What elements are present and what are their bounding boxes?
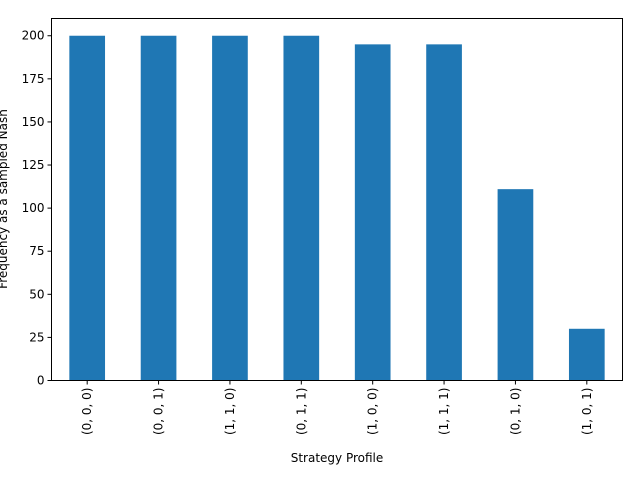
x-axis-label: Strategy Profile <box>291 451 384 465</box>
x-tick-label: (1, 1, 1) <box>437 388 451 436</box>
y-tick-label: 100 <box>22 201 45 215</box>
x-tick-label: (1, 0, 0) <box>366 388 380 436</box>
bar-1 <box>140 35 177 381</box>
bar-0 <box>69 35 106 381</box>
y-tick-label: 150 <box>22 115 45 129</box>
y-tick-label: 25 <box>29 330 44 344</box>
y-tick-label: 200 <box>22 29 45 43</box>
x-tick-label: (1, 0, 1) <box>580 388 594 436</box>
bar-5 <box>426 44 462 381</box>
x-tick-label: (0, 0, 0) <box>80 388 94 436</box>
x-tick-label: (0, 1, 1) <box>294 388 308 436</box>
y-tick-label: 0 <box>37 374 45 388</box>
y-tick-label: 50 <box>29 287 44 301</box>
y-tick-label: 175 <box>22 72 45 86</box>
x-axis-ticks: (0, 0, 0) (0, 0, 1) (1, 1, 0) (0, 1, 1) (1, … <box>80 380 594 436</box>
y-axis-label: Frequency as a sampled Nash <box>0 109 10 289</box>
bar-2 <box>212 35 248 381</box>
x-tick-label: (0, 1, 0) <box>508 388 522 436</box>
y-tick-label: 125 <box>22 158 45 172</box>
bar-4 <box>354 44 391 381</box>
y-axis-ticks: 0 25 50 75 100 125 150 175 200 <box>22 29 52 388</box>
plot-frame <box>51 18 623 381</box>
x-tick-label: (0, 0, 1) <box>152 388 166 436</box>
y-tick-label: 75 <box>29 244 44 258</box>
x-tick-label: (1, 1, 0) <box>223 388 237 436</box>
bars-group <box>69 35 605 381</box>
bar-7 <box>568 328 605 381</box>
bar-6 <box>497 189 534 381</box>
bar-3 <box>283 35 320 381</box>
